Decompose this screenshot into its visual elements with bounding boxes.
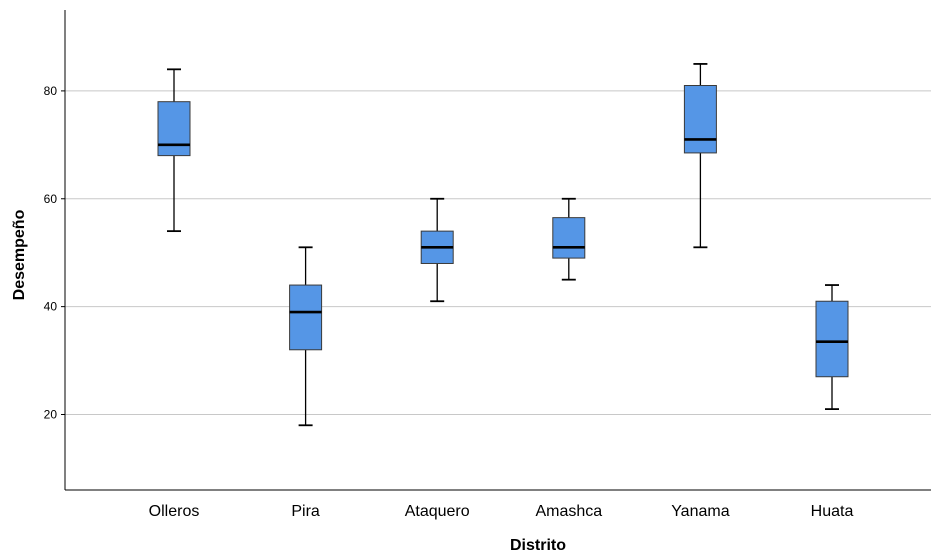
iqr-box xyxy=(157,101,191,157)
x-tick-label: Amashca xyxy=(535,503,602,520)
x-tick-label: Pira xyxy=(291,503,320,520)
box-olleros xyxy=(157,68,191,233)
iqr-box xyxy=(552,217,586,259)
x-tick-label: Olleros xyxy=(149,503,200,520)
axes xyxy=(64,10,931,491)
x-tick-label: Ataquero xyxy=(405,503,470,520)
y-tick-labels: 20 40 60 80 xyxy=(44,84,65,421)
iqr-box xyxy=(683,85,717,154)
y-axis-title: Desempeño xyxy=(11,209,28,300)
grid-lines xyxy=(65,90,931,415)
x-axis-title: Distrito xyxy=(510,537,566,554)
x-tick-labels: Olleros Pira Ataquero Amashca Yanama Huata xyxy=(149,503,854,520)
iqr-box xyxy=(289,284,323,351)
iqr-box xyxy=(815,300,849,378)
boxes xyxy=(157,63,849,427)
box-amashca xyxy=(552,197,586,281)
x-tick-label: Huata xyxy=(811,503,854,520)
box-yanama xyxy=(683,63,717,249)
y-tick-label: 20 xyxy=(44,407,58,421)
y-tick-label: 80 xyxy=(44,84,58,98)
y-tick-label: 40 xyxy=(44,300,58,314)
box-pira xyxy=(289,246,323,427)
y-tick-label: 60 xyxy=(44,192,58,206)
box-huata xyxy=(815,284,849,411)
x-tick-label: Yanama xyxy=(671,503,730,520)
box-ataquero xyxy=(420,197,454,303)
